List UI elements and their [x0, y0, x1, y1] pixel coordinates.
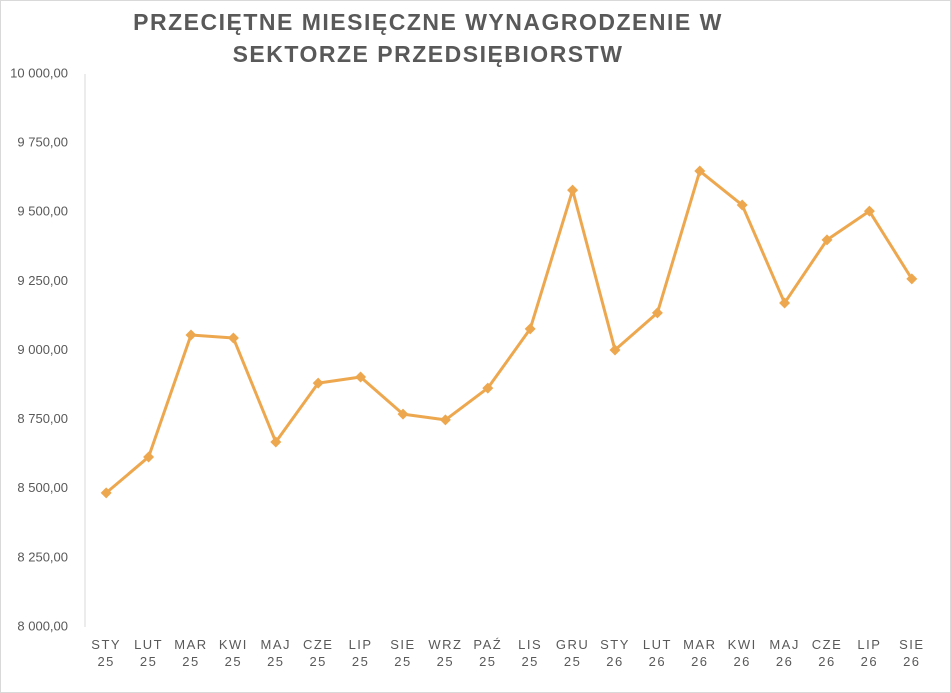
y-tick-label: 9 500,00: [17, 204, 68, 219]
x-tick-label: LUT 26: [642, 637, 672, 669]
marker: [524, 323, 536, 335]
marker: [312, 377, 324, 389]
x-tick-label: KWI 25: [218, 637, 248, 669]
y-tick-label: 10 000,00: [10, 65, 68, 80]
marker: [736, 199, 748, 211]
x-tick-label: LIP 26: [857, 637, 882, 669]
y-tick-label: 8 000,00: [17, 618, 68, 633]
x-tick-label: MAR 25: [174, 637, 208, 669]
x-tick-label: LUT 25: [134, 637, 164, 669]
marker: [694, 165, 706, 177]
y-tick-label: 8 500,00: [17, 480, 68, 495]
marker: [355, 371, 367, 383]
marker: [482, 382, 494, 394]
x-tick-label: STY 26: [600, 637, 630, 669]
marker: [100, 487, 112, 499]
x-tick-label: MAJ 25: [260, 637, 292, 669]
marker: [651, 307, 663, 319]
marker: [143, 451, 155, 463]
x-tick-label: WRZ 25: [428, 637, 463, 669]
marker: [863, 205, 875, 217]
x-tick-label: SIE 26: [899, 637, 925, 669]
marker: [821, 234, 833, 246]
marker: [439, 414, 451, 426]
y-tick-label: 9 000,00: [17, 342, 68, 357]
y-tick-label: 8 750,00: [17, 411, 68, 426]
x-tick-label: LIP 25: [348, 637, 373, 669]
y-tick-label: 9 250,00: [17, 273, 68, 288]
line: [105, 169, 914, 495]
marker: [185, 329, 197, 341]
x-tick-label: GRU 25: [555, 637, 590, 669]
marker: [567, 184, 579, 196]
marker: [270, 436, 282, 448]
y-tick-label: 9 750,00: [17, 135, 68, 150]
x-tick-label: MAR 26: [683, 637, 717, 669]
chart-title: PRZECIĘTNE MIESIĘCZNE WYNAGRODZENIE W SE…: [133, 9, 723, 67]
marker: [397, 408, 409, 420]
marker: [227, 332, 239, 344]
marker: [609, 344, 621, 356]
x-tick-label: KWI 26: [727, 637, 757, 669]
x-tick-label: MAJ 26: [769, 637, 800, 669]
marker: [779, 297, 791, 309]
x-tick-label: LIS 25: [518, 637, 543, 669]
marker: [906, 273, 918, 285]
x-tick-label: STY 25: [91, 637, 122, 669]
x-tick-label: CZE 26: [811, 637, 843, 669]
x-tick-label: SIE 25: [390, 637, 416, 669]
x-tick-label: PAŹ 25: [473, 637, 503, 669]
y-tick-label: 8 250,00: [17, 549, 68, 564]
x-tick-label: CZE 25: [302, 637, 334, 669]
